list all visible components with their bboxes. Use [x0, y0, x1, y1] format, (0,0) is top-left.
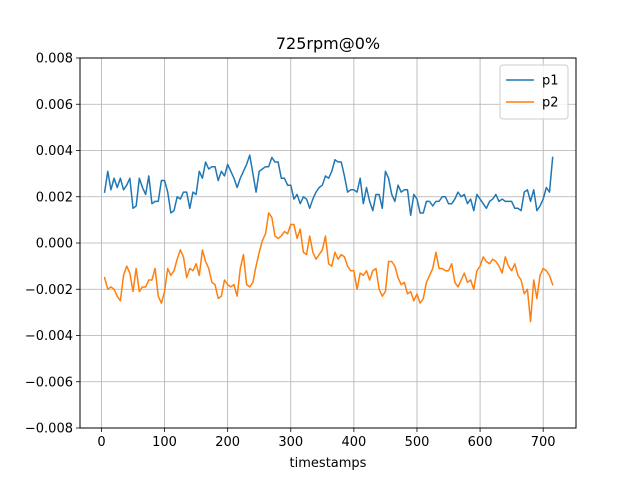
x-tick-label: 700	[531, 435, 556, 450]
y-tick-label: 0.004	[36, 144, 73, 159]
x-tick-label: 0	[97, 435, 105, 450]
x-tick-label: 300	[278, 435, 303, 450]
y-tick-label: 0.002	[36, 190, 73, 205]
y-tick-label: 0.000	[36, 237, 73, 252]
y-tick-label: 0.008	[36, 52, 73, 67]
y-tick-label: 0.006	[36, 98, 73, 113]
y-tick-label: −0.002	[25, 283, 73, 298]
x-tick-label: 400	[341, 435, 366, 450]
legend-box	[499, 64, 569, 120]
series-line-p1	[103, 154, 554, 216]
y-tick-label: −0.008	[25, 422, 73, 437]
x-tick-label: 500	[405, 435, 430, 450]
x-axis-title: timestamps	[290, 456, 367, 471]
series-line-p2	[103, 212, 554, 323]
x-tick-label: 100	[152, 435, 177, 450]
legend-label-p1: p1	[542, 74, 559, 89]
series-lines	[103, 154, 554, 323]
x-tick-label: 600	[468, 435, 493, 450]
y-tick-label: −0.004	[25, 329, 73, 344]
y-tick-label: −0.006	[25, 375, 73, 390]
x-tick-label: 200	[215, 435, 240, 450]
legend-label-p2: p2	[542, 96, 559, 111]
axis-ticks: 0 100 200 300 400 500 600 700 −0.008 −0.006 −0.004…	[25, 52, 556, 451]
chart-title: 725rpm@0%	[276, 34, 380, 53]
